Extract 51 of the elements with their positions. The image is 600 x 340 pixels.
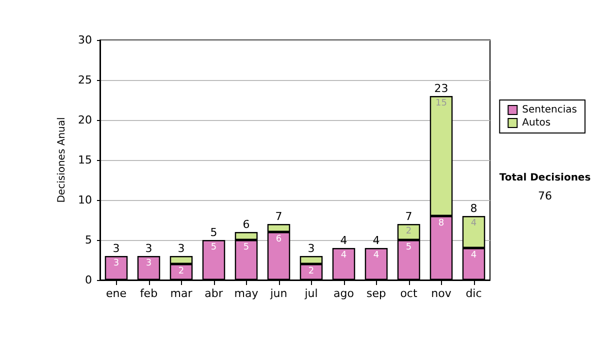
- text: Total Decisiones: [499, 172, 591, 184]
- legend-label: Sentencias: [522, 104, 578, 116]
- data-label: 3: [146, 258, 152, 268]
- x-tick-label: may: [234, 287, 259, 300]
- y-tick-label: 15: [78, 154, 92, 166]
- data-label: 8: [438, 218, 444, 228]
- data-label: 3: [113, 258, 120, 268]
- y-tick-label: 30: [78, 34, 92, 46]
- text: 76: [538, 190, 552, 202]
- data-label: 4: [340, 250, 347, 260]
- data-label: 4: [373, 250, 380, 260]
- x-tick-label: jun: [269, 287, 288, 300]
- data-label: 2: [406, 226, 412, 236]
- x-tick-label: mar: [170, 287, 193, 300]
- total-label: 8: [470, 202, 478, 215]
- total-label: 3: [145, 242, 152, 255]
- data-label: 2: [308, 266, 314, 276]
- total-label: 7: [405, 210, 412, 223]
- total-label: 6: [242, 218, 250, 231]
- data-label: 5: [406, 242, 412, 252]
- data-label: 2: [178, 266, 184, 276]
- data-label: 4: [470, 218, 477, 228]
- y-tick-label: 5: [85, 234, 92, 246]
- data-label: 15: [436, 98, 447, 108]
- x-tick-label: nov: [431, 287, 452, 300]
- total-label: 3: [308, 242, 315, 255]
- x-tick-label: oct: [400, 287, 418, 300]
- data-label: 5: [210, 242, 217, 252]
- x-tick-label: feb: [140, 287, 158, 300]
- x-tick-label: ago: [334, 287, 354, 300]
- total-label: 7: [275, 210, 282, 223]
- total-label: 3: [178, 242, 185, 255]
- data-label: 5: [243, 242, 250, 252]
- y-axis-title: Decisiones Anual: [56, 117, 68, 203]
- y-tick-label: 10: [78, 194, 92, 206]
- x-tick-label: jul: [304, 287, 318, 300]
- x-tick-label: sep: [366, 287, 386, 300]
- data-label: 4: [470, 250, 477, 260]
- total-label: 4: [340, 234, 348, 247]
- total-label: 3: [112, 242, 120, 255]
- y-tick-label: 20: [78, 114, 92, 126]
- y-tick-label: 25: [78, 74, 92, 86]
- total-label: 5: [210, 226, 218, 239]
- x-tick-label: abr: [204, 287, 224, 300]
- total-label: 23: [434, 82, 448, 95]
- y-tick-label: 0: [85, 274, 92, 286]
- total-label: 4: [372, 234, 380, 247]
- x-tick-label: ene: [106, 287, 127, 300]
- x-tick-label: dic: [466, 287, 482, 300]
- data-label: 6: [276, 234, 282, 244]
- legend-label: Autos: [522, 118, 551, 128]
